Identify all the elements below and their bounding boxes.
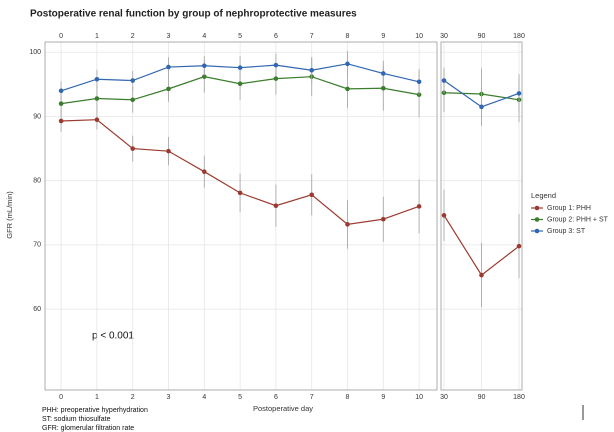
point [94, 117, 100, 122]
point [130, 146, 136, 151]
chart-title: Postoperative renal function by group of… [30, 9, 357, 20]
point [237, 65, 243, 70]
point [416, 79, 422, 85]
footnote: GFR: glomerular filtration rate [42, 425, 134, 432]
x-tick-label: 2 [131, 394, 135, 401]
y-tick-label: 90 [33, 113, 41, 120]
x-tick-label: 10 [415, 394, 423, 401]
x-tick-label-top: 3 [167, 33, 171, 40]
legend-marker [534, 217, 540, 222]
point [166, 148, 171, 154]
x-tick-label: 1 [95, 394, 99, 401]
point [166, 86, 171, 92]
point [273, 203, 279, 209]
point [381, 216, 386, 222]
x-tick-label-top: 180 [513, 33, 525, 40]
point [309, 192, 315, 198]
footnote: ST: sodium thiosulfate [42, 416, 111, 423]
point [345, 86, 350, 92]
x-tick-label: 7 [310, 394, 314, 401]
point [94, 96, 100, 101]
x-tick-label: 8 [346, 394, 350, 401]
x-tick-label: 90 [478, 394, 486, 401]
point [381, 71, 386, 76]
point [273, 76, 279, 81]
point [345, 222, 350, 227]
point [166, 64, 171, 70]
x-tick-label-top: 10 [415, 33, 423, 40]
legend-title: Legend [531, 191, 556, 200]
legend-label: Group 1: PHH [547, 205, 591, 212]
x-tick-label: 0 [59, 394, 63, 401]
y-tick-label: 70 [33, 242, 41, 249]
point [516, 243, 522, 249]
point [273, 62, 279, 68]
x-axis-label: Postoperative day [253, 404, 313, 413]
point [130, 97, 136, 103]
point [58, 118, 64, 124]
legend-label: Group 2: PHH + ST [547, 216, 609, 223]
point [94, 76, 100, 82]
point [202, 63, 207, 69]
footnote: PHH: preoperative hyperhydration [42, 407, 148, 414]
x-tick-label-top: 0 [59, 33, 63, 40]
point [202, 74, 207, 79]
x-tick-label: 5 [238, 394, 242, 401]
legend-marker [534, 205, 540, 211]
point [309, 67, 315, 73]
point [441, 78, 447, 83]
x-tick-label-top: 2 [131, 33, 135, 40]
x-tick-label: 9 [381, 394, 385, 401]
point [479, 272, 484, 278]
legend-label: Group 3: ST [547, 228, 586, 235]
x-tick-label-top: 4 [202, 33, 206, 40]
annotation: p < 0.001 [92, 331, 134, 342]
x-tick-label: 3 [167, 394, 171, 401]
point [130, 78, 136, 83]
point [202, 169, 207, 174]
x-tick-label-top: 6 [274, 33, 278, 40]
x-tick-label: 4 [202, 394, 206, 401]
point [237, 81, 243, 87]
x-tick-label-top: 30 [440, 33, 448, 40]
point [58, 88, 64, 94]
x-tick-label-top: 7 [310, 33, 314, 40]
y-tick-label: 60 [33, 306, 41, 313]
x-tick-label: 180 [513, 394, 525, 401]
point [345, 61, 350, 67]
x-tick-label: 30 [440, 394, 448, 401]
y-tick-label: 80 [33, 178, 41, 185]
y-axis-label: GFR (mL/min) [5, 191, 14, 239]
point [479, 104, 484, 110]
point [237, 190, 243, 196]
point [58, 101, 64, 106]
y-tick-label: 100 [29, 49, 41, 56]
point [381, 85, 386, 91]
x-tick-label-top: 90 [478, 33, 486, 40]
point [441, 213, 447, 218]
x-tick-label-top: 5 [238, 33, 242, 40]
panel-frame [440, 41, 523, 391]
point [516, 91, 522, 96]
x-tick-label-top: 8 [346, 33, 350, 40]
x-tick-label-top: 9 [381, 33, 385, 40]
point [416, 204, 422, 209]
legend-marker [534, 228, 540, 234]
x-tick-label: 6 [274, 394, 278, 401]
x-tick-label-top: 1 [95, 33, 99, 40]
panel-frame [44, 41, 438, 391]
